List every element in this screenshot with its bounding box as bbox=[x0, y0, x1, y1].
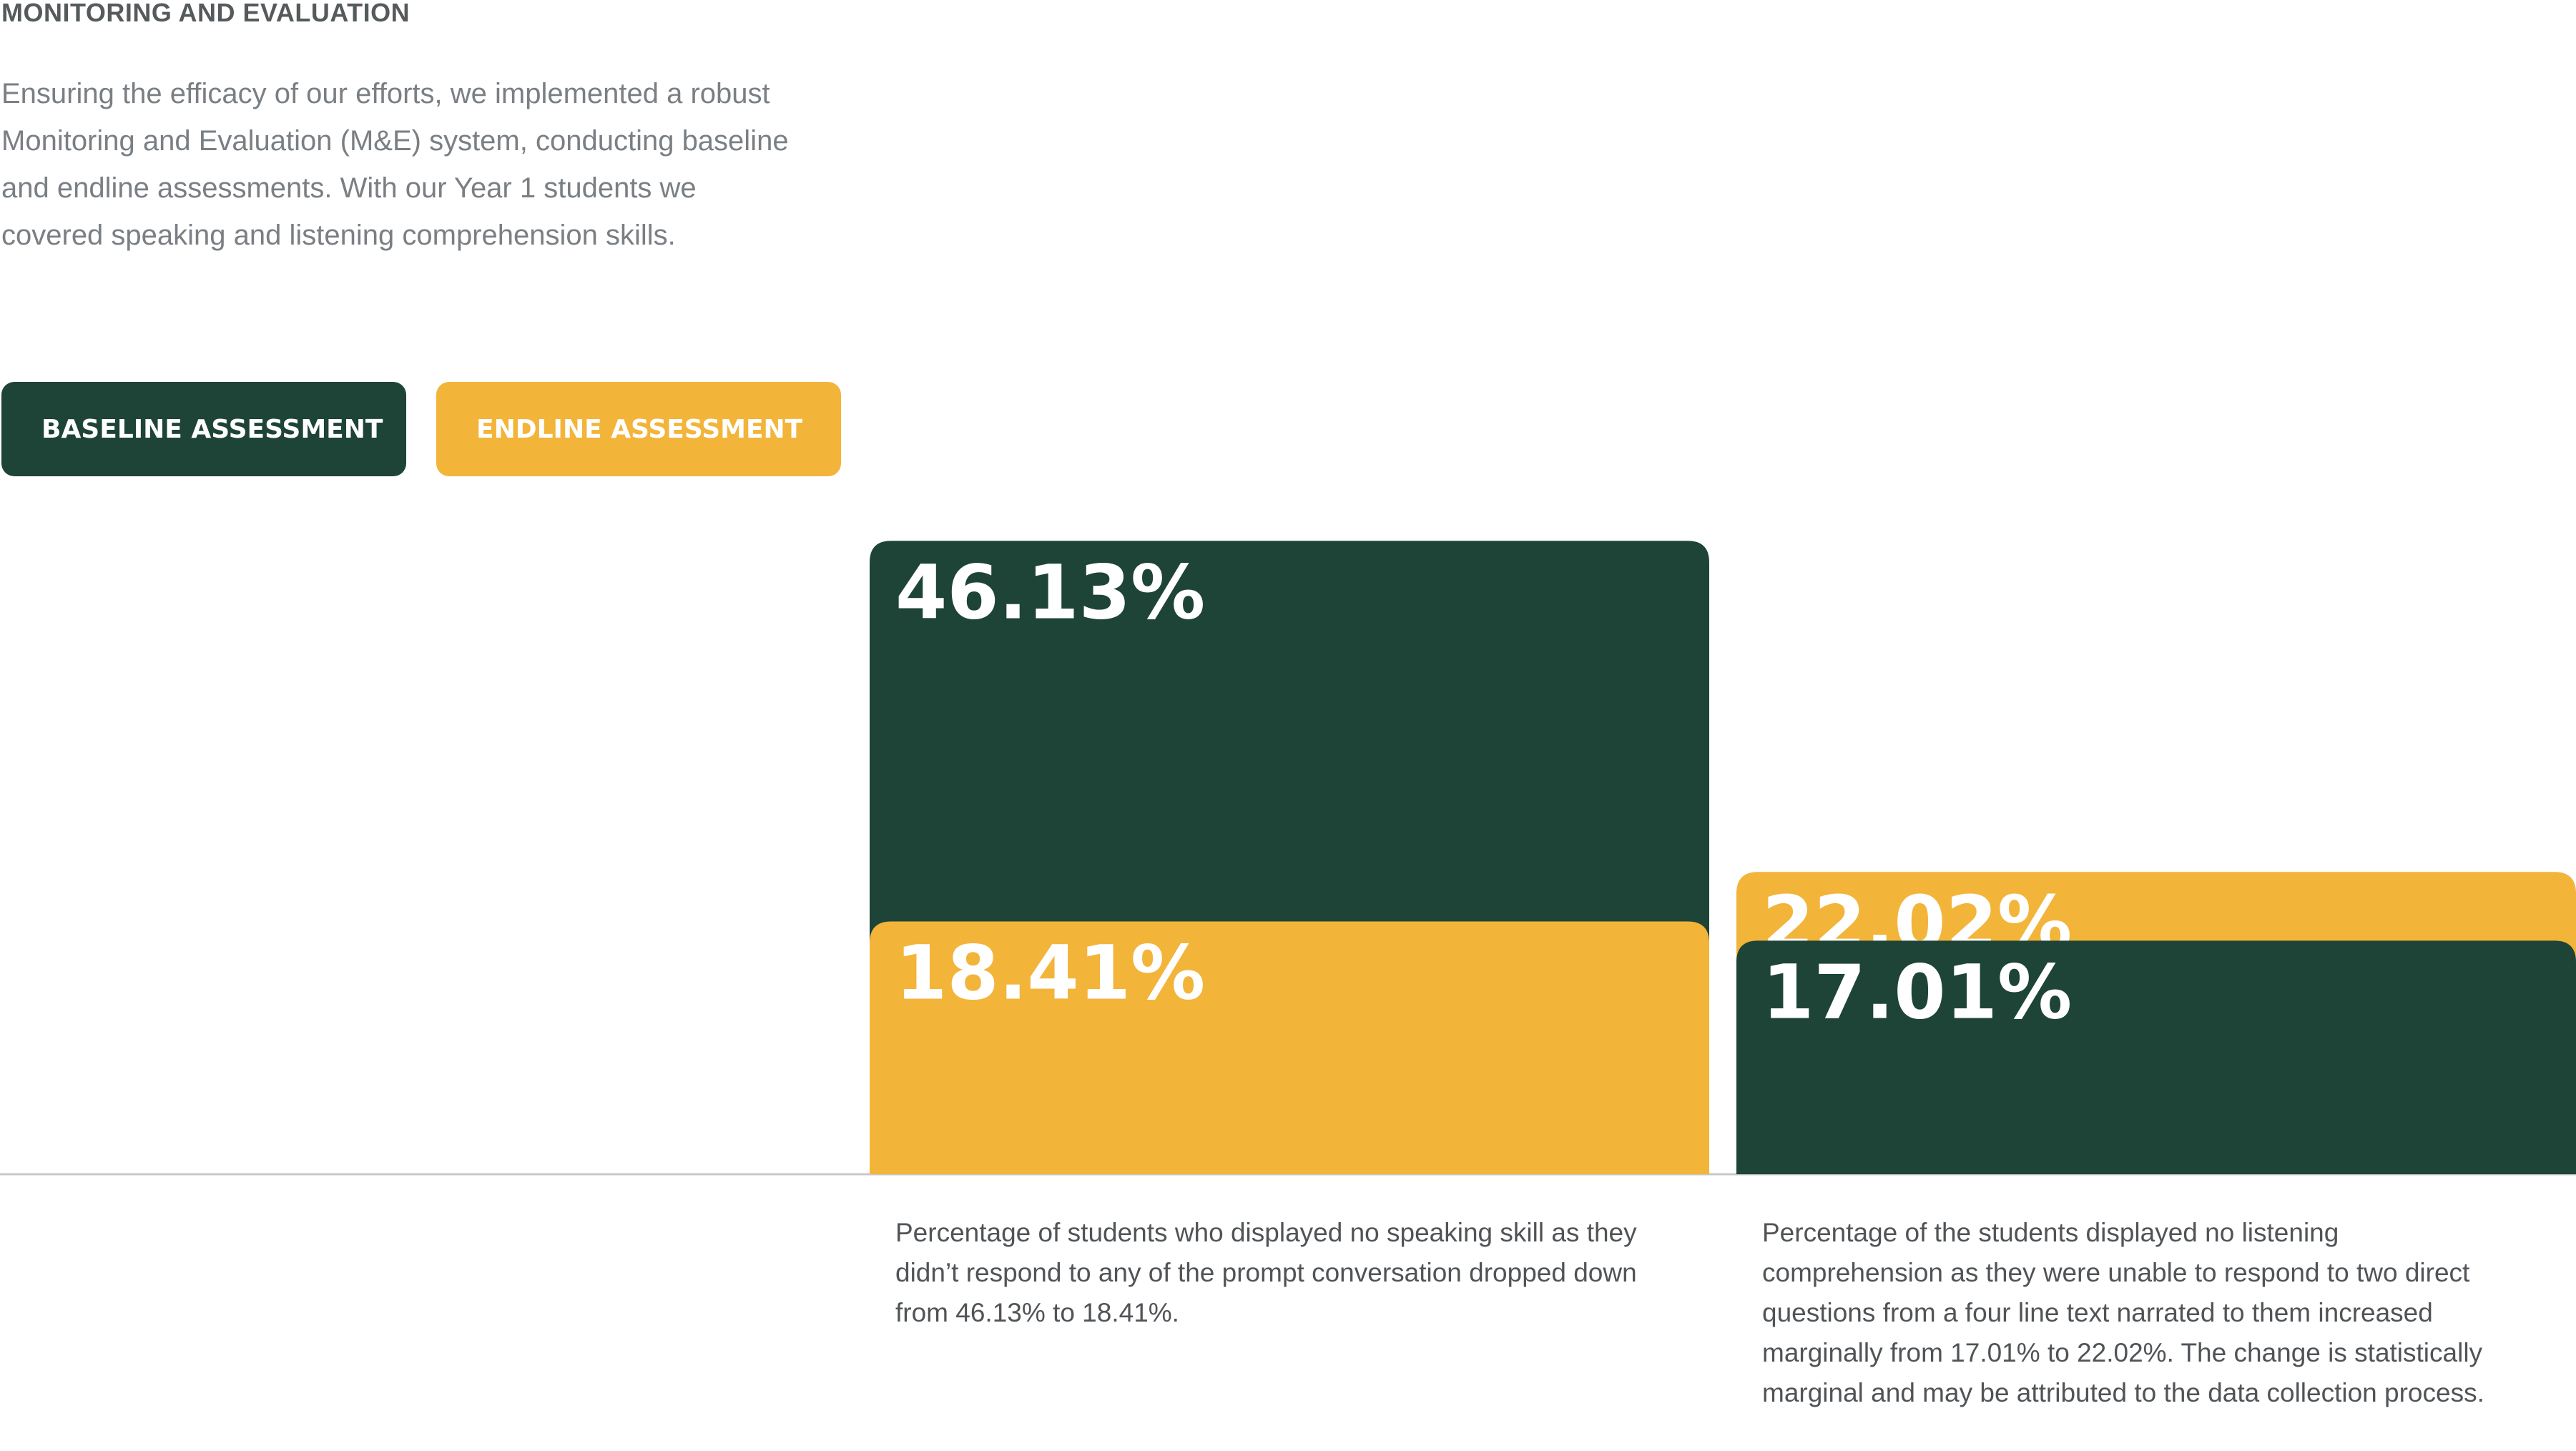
bar-label-endline-category-1: 18.41% bbox=[895, 930, 1205, 1017]
endline-assessment-button[interactable]: ENDLINE ASSESSMENT bbox=[436, 382, 841, 476]
bar-baseline-category-2 bbox=[1736, 940, 2576, 1174]
listening-comprehension-caption: Percentage of the students displayed no … bbox=[1762, 1218, 2484, 1407]
bar-label-baseline-category-2: 17.01% bbox=[1762, 948, 2072, 1036]
intro-paragraph: Ensuring the efficacy of our efforts, we… bbox=[1, 78, 789, 251]
section-title: MONITORING AND EVALUATION bbox=[1, 0, 411, 27]
bar-endline-category-1 bbox=[870, 921, 1709, 1174]
baseline-assessment-button[interactable]: BASELINE ASSESSMENT bbox=[1, 382, 406, 476]
bars-layer: 46.13%18.41%22.02%17.01% bbox=[870, 541, 2576, 1174]
speaking-skill-caption: Percentage of students who displayed no … bbox=[895, 1218, 1637, 1327]
bar-label-baseline-category-1: 46.13% bbox=[895, 549, 1205, 636]
